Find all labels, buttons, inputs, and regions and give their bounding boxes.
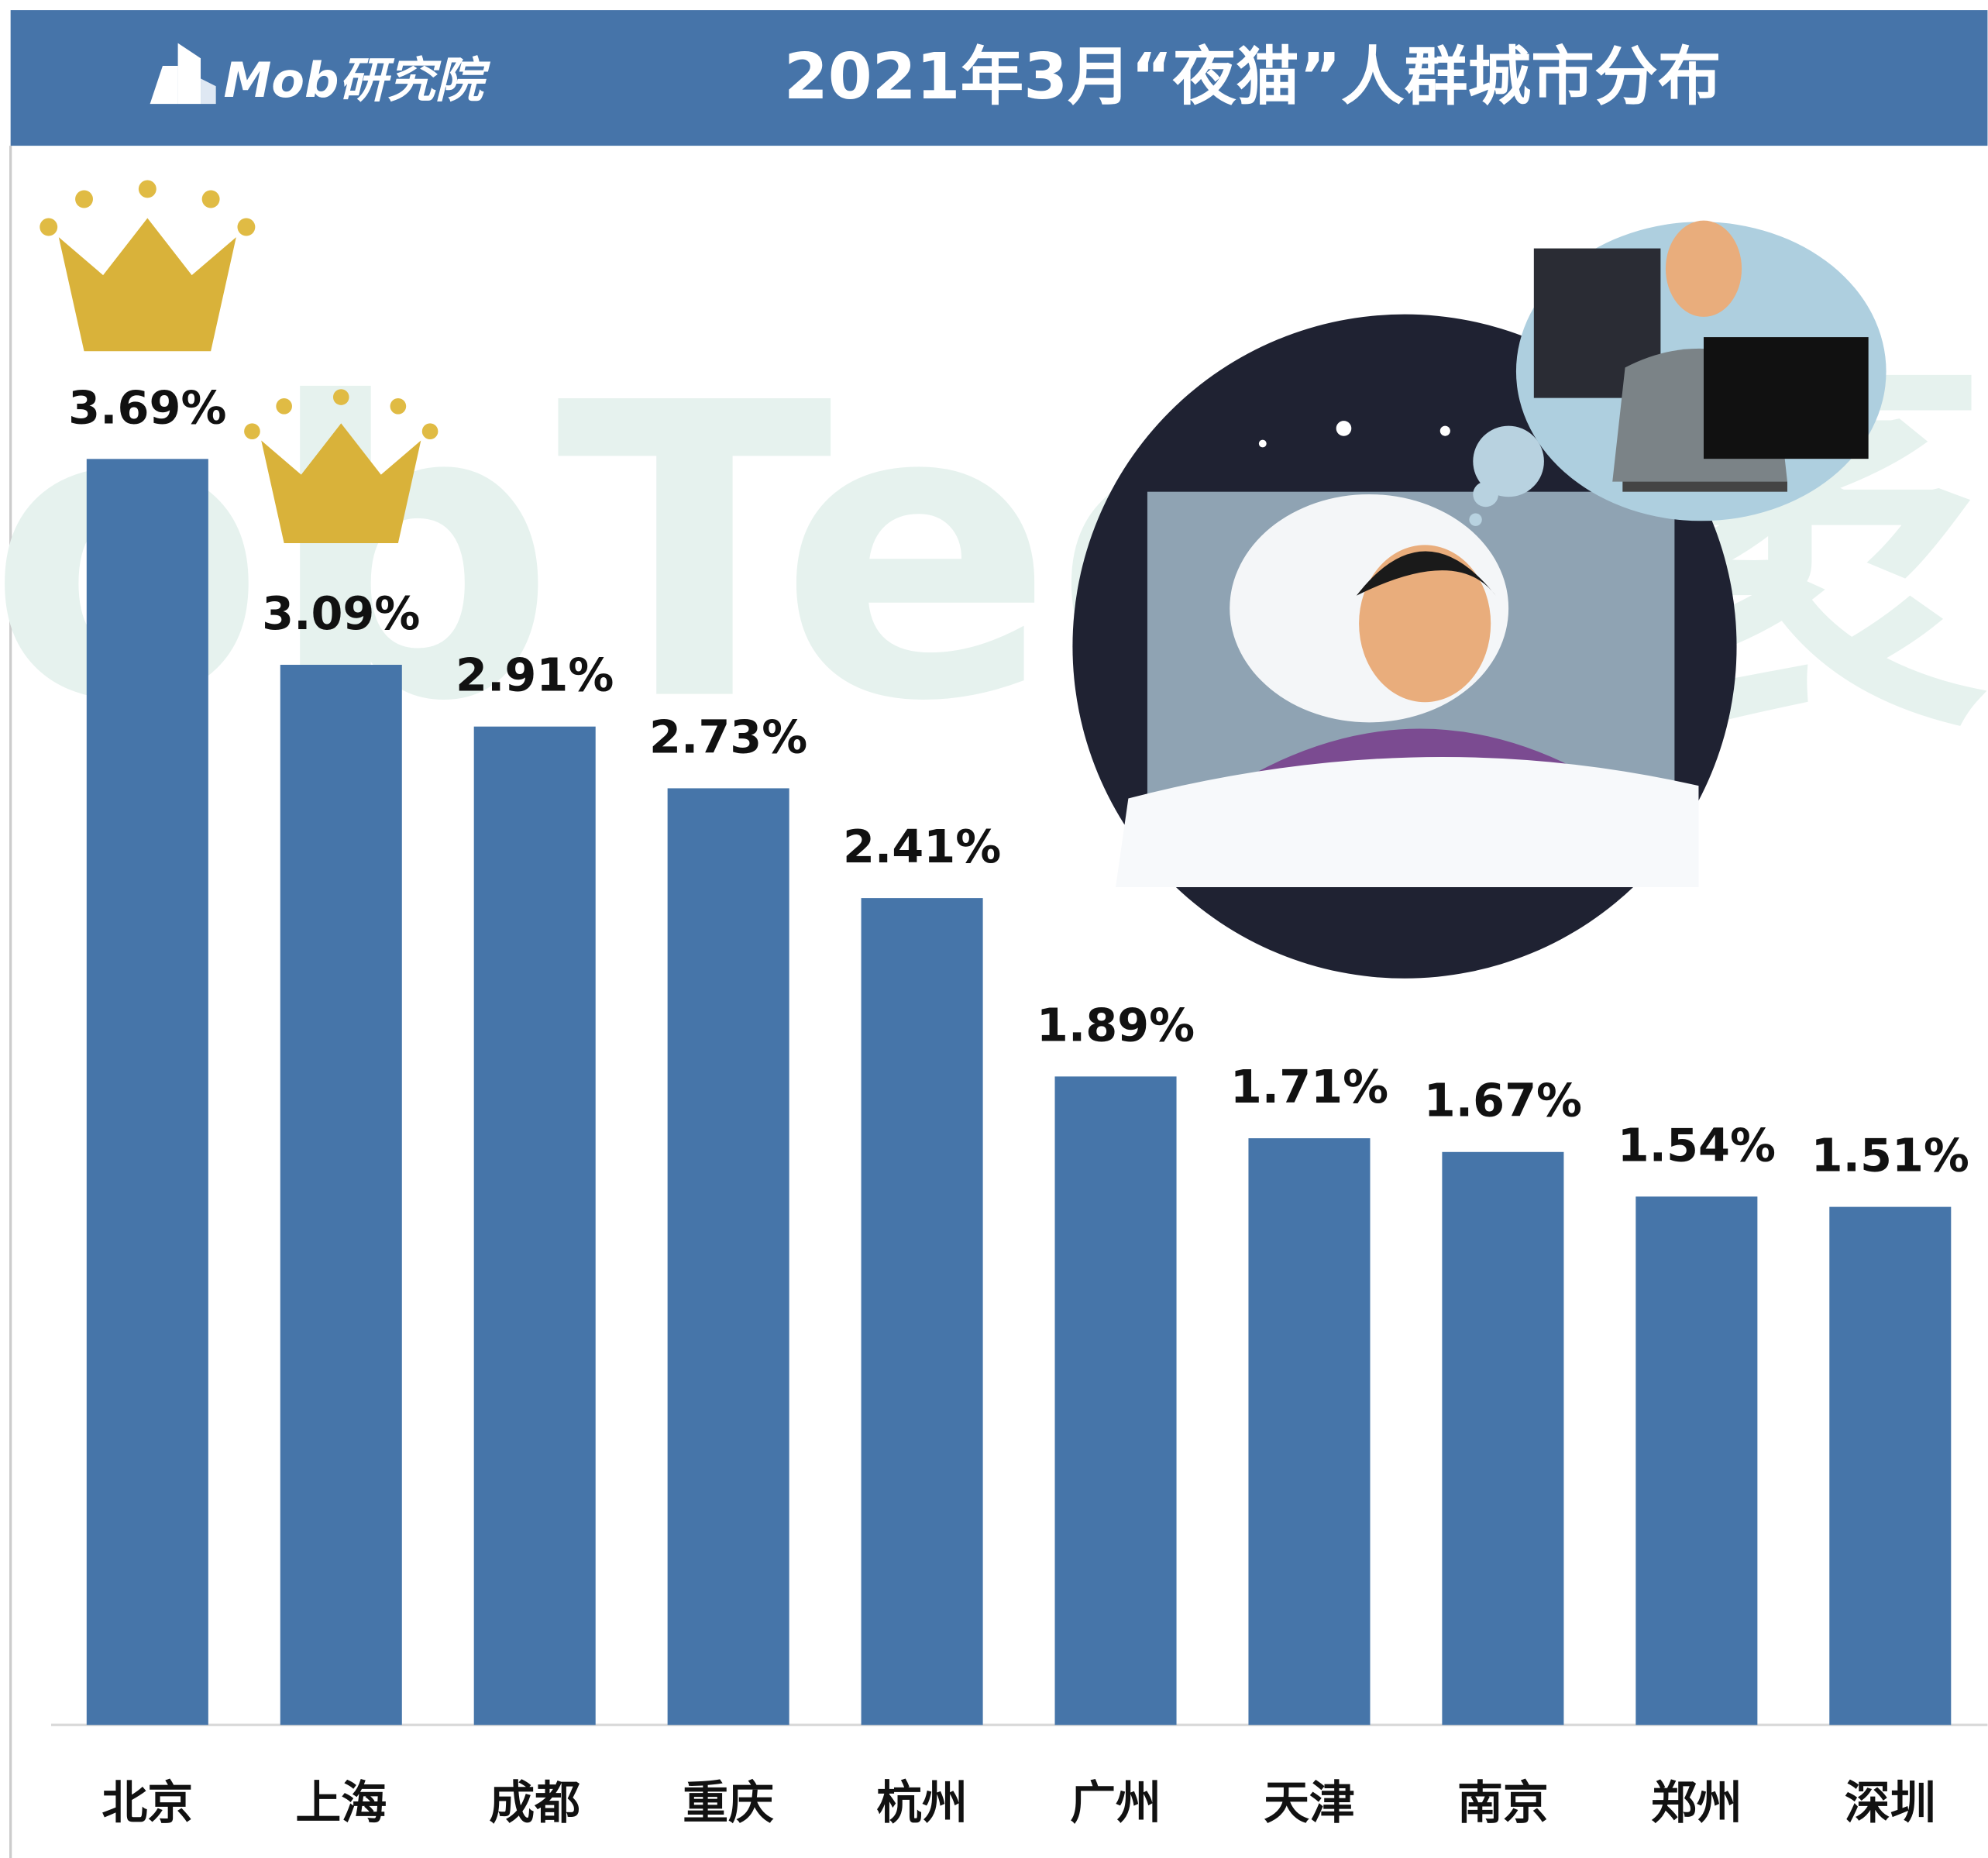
crown-part [244,423,260,440]
x-tick-label: 成都 [489,1776,580,1829]
logo-icon [150,43,216,105]
bar [667,788,789,1726]
value-label: 2.73% [649,710,807,763]
x-tick-label: 南京 [1457,1776,1549,1829]
crown [40,180,256,352]
x-tick-label: 杭州 [876,1776,968,1829]
crown-part [138,180,156,198]
crown-part [40,218,58,236]
crown-part [421,423,439,440]
bar [1054,1076,1177,1726]
crown-part [201,190,220,208]
x-tick-label: 重庆 [683,1776,774,1829]
bar [473,726,596,1726]
x-tick-label: 上海 [295,1776,387,1829]
bar [1442,1151,1564,1726]
crown-part [75,190,93,208]
crown-part [390,398,407,415]
value-label: 3.69% [68,380,226,434]
value-label: 1.89% [1037,998,1195,1051]
crown-part [276,398,292,415]
crown-part [237,218,256,236]
value-label: 1.51% [1811,1129,1969,1182]
x-tick-label: 深圳 [1845,1776,1936,1829]
chart-title: 2021年3月“夜猫”人群城市分布 [784,40,1721,114]
crown [244,389,439,543]
bar [861,898,983,1726]
crown-part [261,423,421,543]
x-tick-label: 广州 [1070,1776,1161,1829]
bar [1248,1138,1371,1726]
value-label: 1.71% [1230,1060,1388,1113]
bar [1635,1196,1758,1726]
value-label: 1.54% [1618,1118,1776,1172]
x-tick-label: 天津 [1264,1776,1355,1829]
logo: Mob研究院 [223,52,490,108]
header [10,10,1988,146]
value-label: 1.67% [1424,1074,1582,1127]
value-label: 2.91% [456,649,614,702]
crown-part [332,389,349,405]
value-label: 3.09% [262,587,420,640]
bar [86,459,208,1726]
x-tick-label: 北京 [101,1776,193,1829]
x-tick-label: 郑州 [1651,1776,1742,1829]
bar [280,665,402,1726]
bar [1829,1206,1952,1726]
value-label: 2.41% [843,820,1001,873]
crown-part [58,218,236,352]
illustration [1072,220,1887,979]
